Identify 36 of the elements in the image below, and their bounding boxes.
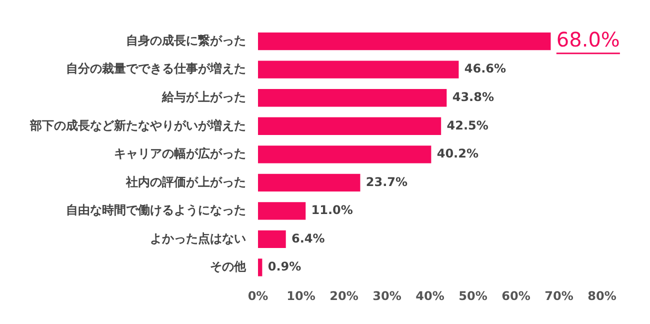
y-tick-label: 給与が上がった (161, 90, 246, 104)
bar (258, 89, 447, 107)
x-tick-label: 20% (330, 288, 358, 303)
y-tick-label: 社内の評価が上がった (125, 174, 246, 189)
y-tick-label: その他 (210, 260, 247, 274)
data-label: 6.4% (292, 231, 325, 246)
y-tick-label: 自由な時間で働けるようになった (66, 203, 246, 218)
data-label: 40.2% (436, 146, 478, 161)
bar (258, 174, 360, 192)
data-label: 68.0% (556, 28, 620, 52)
data-label: 0.9% (268, 260, 302, 274)
bar (258, 258, 262, 276)
bar (258, 230, 286, 248)
bar (258, 60, 459, 78)
bar (258, 146, 432, 164)
y-tick-label: キャリアの幅が広がった (114, 146, 246, 161)
data-label: 43.8% (452, 90, 494, 104)
bar (258, 117, 442, 135)
y-tick-label: 自分の裁量でできる仕事が増えた (66, 62, 246, 76)
data-label: 42.5% (446, 118, 488, 132)
x-tick-label: 0% (248, 288, 268, 303)
y-tick-label: よかった点はない (150, 231, 246, 246)
y-tick-label: 自身の成長に繋がった (126, 33, 246, 48)
x-tick-label: 70% (544, 288, 574, 303)
data-label: 46.6% (464, 62, 506, 76)
x-tick-label: 40% (416, 288, 444, 303)
bar (258, 202, 306, 220)
bar (258, 32, 551, 50)
x-tick-label: 60% (502, 288, 530, 303)
x-tick-label: 10% (286, 288, 316, 303)
x-tick-label: 30% (372, 288, 402, 303)
x-tick-label: 80% (588, 288, 616, 303)
data-label: 11.0% (311, 203, 353, 218)
x-tick-label: 50% (458, 288, 488, 303)
y-tick-label: 部下の成長など新たなやりがいが増えた (29, 118, 246, 132)
data-label: 23.7% (366, 174, 408, 189)
